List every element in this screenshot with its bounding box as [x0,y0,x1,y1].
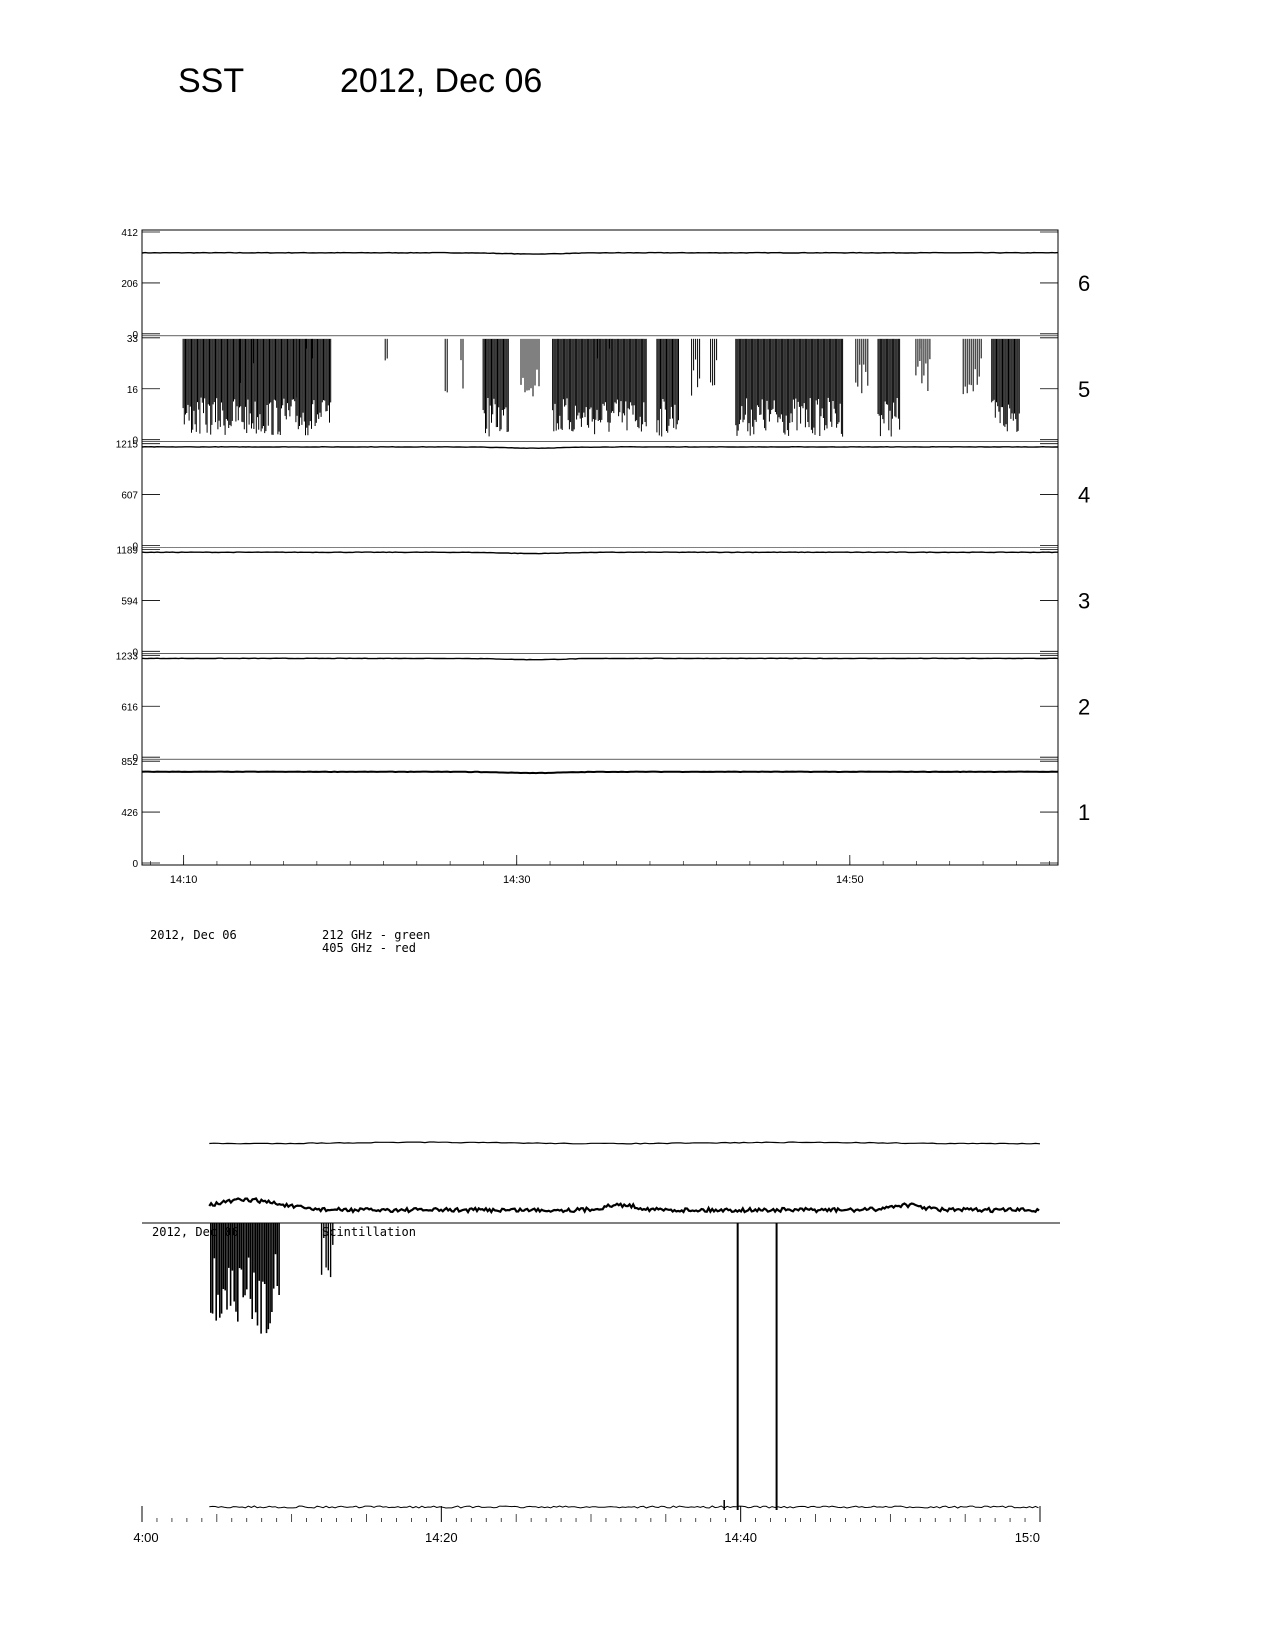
ytick-label: 412 [121,228,138,239]
panel-number: 1 [1078,800,1090,825]
legend-212: 212 GHz - green [322,928,430,942]
panel-number: 2 [1078,694,1090,719]
xtick-label: 14:50 [836,874,864,886]
panel-number: 3 [1078,588,1090,613]
series-line [142,658,1058,660]
ytick-label: 16 [127,385,139,396]
ytick-label: 33 [127,334,139,345]
bottom-date-label: 2012, Dec 06 [150,928,237,942]
xtick-label: 4:00 [133,1530,158,1545]
series-line [142,772,1058,774]
ytick-label: 616 [121,702,138,713]
xtick-label: 14:40 [724,1530,757,1545]
burst-series [183,339,1019,437]
ytick-label: 1189 [116,546,138,557]
xtick-label: 14:30 [503,874,531,886]
series-405ghz [209,1199,1039,1213]
series-line [142,552,1058,554]
series-line [142,253,1058,255]
top-stacked-chart: 4122060633160512156070411895940312336160… [0,0,1275,900]
ytick-label: 852 [121,757,138,768]
ytick-label: 1215 [116,440,139,451]
series-212ghz [209,1142,1040,1144]
baseline-noise [209,1506,1038,1508]
panel-number: 4 [1078,483,1090,508]
series-line [142,447,1058,449]
panel-number: 5 [1078,377,1090,402]
ytick-label: 426 [121,808,138,819]
ytick-label: 1233 [116,651,139,662]
ytick-label: 206 [121,279,138,290]
ytick-label: 607 [121,491,138,502]
legend-405: 405 GHz - red [322,941,416,955]
xtick-label: 14:10 [170,874,198,886]
xtick-label: 15:0 [1015,1530,1040,1545]
scintillation-label: Scintillation [322,1225,416,1239]
ytick-label: 0 [132,859,138,870]
panel-number: 6 [1078,271,1090,296]
ytick-label: 594 [121,596,138,607]
xtick-label: 14:20 [425,1530,458,1545]
